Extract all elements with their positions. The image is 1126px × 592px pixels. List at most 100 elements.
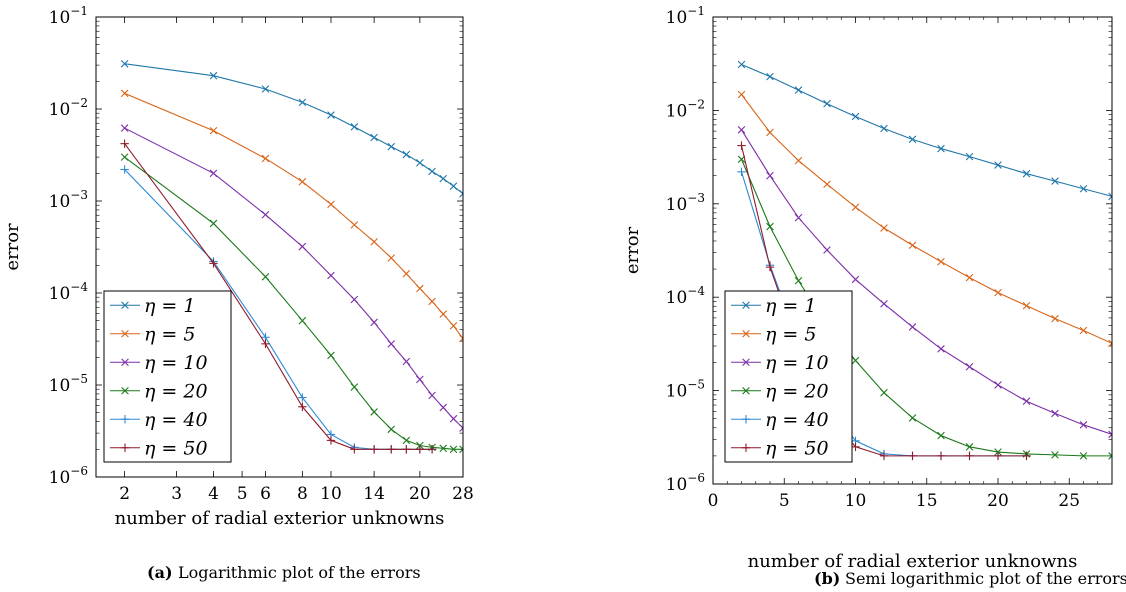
legend-marker	[121, 358, 129, 367]
data-point-b-1	[851, 203, 860, 211]
legend-entry: η = 10	[765, 352, 829, 374]
data-point-b-1	[823, 180, 831, 189]
data-point-b-3	[1051, 451, 1059, 459]
legend-marker	[741, 415, 751, 424]
data-point-b-3	[1079, 452, 1088, 460]
data-point-b-1	[965, 273, 974, 282]
data-point-b-2	[737, 126, 746, 134]
data-point-a-0	[298, 98, 307, 107]
data-point-a-0	[387, 142, 396, 151]
data-point-b-3	[965, 443, 974, 451]
data-point-a-0	[327, 111, 335, 119]
data-point-b-0	[766, 72, 774, 81]
data-point-a-3	[298, 316, 307, 325]
legend-entry: η = 10	[144, 352, 208, 374]
x-tick-label: 25	[1058, 491, 1080, 511]
data-point-a-0	[209, 71, 218, 80]
data-point-a-1	[209, 126, 218, 135]
data-point-a-2	[459, 424, 463, 432]
data-point-a-0	[439, 174, 448, 183]
caption-a-tag: (a)	[147, 563, 173, 582]
data-point-a-1	[387, 254, 396, 262]
data-point-a-4	[120, 165, 129, 174]
y-tick-label: 10−5	[666, 378, 705, 402]
data-point-a-2	[449, 414, 458, 423]
legend-entry: η = 1	[765, 295, 816, 317]
data-point-b-5	[851, 442, 860, 452]
data-point-b-3	[794, 276, 803, 285]
x-tick-label: 4	[208, 484, 219, 504]
data-point-b-3	[937, 431, 945, 440]
legend-marker	[742, 358, 750, 367]
data-point-a-3	[449, 445, 458, 454]
data-point-a-3	[387, 425, 396, 434]
legend-marker	[121, 329, 129, 338]
data-point-b-1	[737, 90, 746, 99]
data-point-b-2	[908, 323, 917, 331]
x-tick-label: 10	[845, 491, 867, 511]
data-point-a-1	[402, 269, 411, 278]
data-point-b-5	[879, 451, 889, 461]
data-point-a-5	[387, 445, 396, 454]
data-point-b-5	[737, 141, 746, 150]
x-tick-label: 5	[779, 491, 790, 511]
y-tick-label: 10−3	[49, 188, 88, 212]
data-point-a-3	[261, 273, 270, 281]
data-point-a-2	[428, 391, 436, 400]
data-point-b-5	[993, 451, 1003, 461]
data-point-a-1	[327, 200, 335, 209]
data-point-b-1	[880, 224, 888, 232]
data-point-b-2	[823, 246, 831, 254]
legend-marker	[121, 386, 129, 395]
x-tick-label: 0	[708, 491, 719, 511]
data-point-a-1	[459, 334, 463, 343]
data-point-a-3	[327, 351, 335, 360]
y-tick-label: 10−2	[666, 97, 705, 121]
y-tick-label: 10−6	[666, 471, 705, 495]
legend-entry: η = 5	[144, 323, 195, 345]
plot-frame-a	[95, 16, 464, 478]
data-point-a-4	[298, 393, 307, 402]
x-tick-label: 6	[260, 484, 271, 504]
data-point-b-0	[994, 161, 1002, 169]
data-point-a-1	[370, 238, 378, 246]
series-line-b-3	[740, 159, 1112, 457]
x-tick-label: 14	[363, 484, 385, 504]
legend-entry: η = 20	[144, 380, 208, 402]
data-point-a-3	[439, 444, 448, 453]
x-tick-label: 20	[409, 484, 431, 504]
data-point-a-1	[449, 322, 458, 330]
data-point-a-5	[209, 259, 218, 268]
data-point-b-2	[1022, 397, 1031, 405]
data-point-b-5	[765, 262, 775, 272]
data-point-b-2	[794, 213, 803, 222]
data-point-a-5	[261, 339, 270, 349]
data-point-a-1	[261, 154, 270, 163]
data-point-a-2	[416, 375, 424, 384]
data-point-b-1	[908, 241, 917, 250]
data-point-a-2	[402, 357, 411, 366]
data-point-b-1	[1079, 326, 1088, 335]
data-point-a-2	[209, 169, 218, 178]
legend-entry: η = 40	[765, 409, 829, 431]
y-tick-label: 10−5	[49, 372, 88, 396]
data-point-b-1	[794, 156, 803, 165]
data-point-b-0	[737, 60, 746, 69]
x-tick-label: 5	[237, 484, 248, 504]
chart-a: 10−6 10−5 10−4 10−3 10−2 10−1 2 3 4 5 6 8 10 14 20 28 nu…	[2, 4, 474, 529]
legend-entry: η = 40	[144, 409, 208, 431]
series-line-a-3	[124, 156, 463, 450]
y-ticks-a	[96, 16, 463, 478]
x-tick-label: 20	[987, 491, 1009, 511]
data-point-a-2	[120, 124, 129, 132]
legend-a: η = 1 η = 5 η = 10 η = 20 η = 40 η = 50	[103, 290, 232, 463]
data-point-b-0	[937, 144, 945, 153]
data-point-a-1	[439, 310, 448, 318]
data-point-a-1	[298, 177, 307, 186]
data-point-b-5	[936, 451, 946, 461]
data-point-b-5	[1022, 451, 1031, 461]
data-point-b-0	[1108, 192, 1112, 201]
x-tick-label: 8	[297, 484, 308, 504]
data-point-b-2	[937, 345, 945, 353]
plot-frame-b	[712, 16, 1113, 485]
